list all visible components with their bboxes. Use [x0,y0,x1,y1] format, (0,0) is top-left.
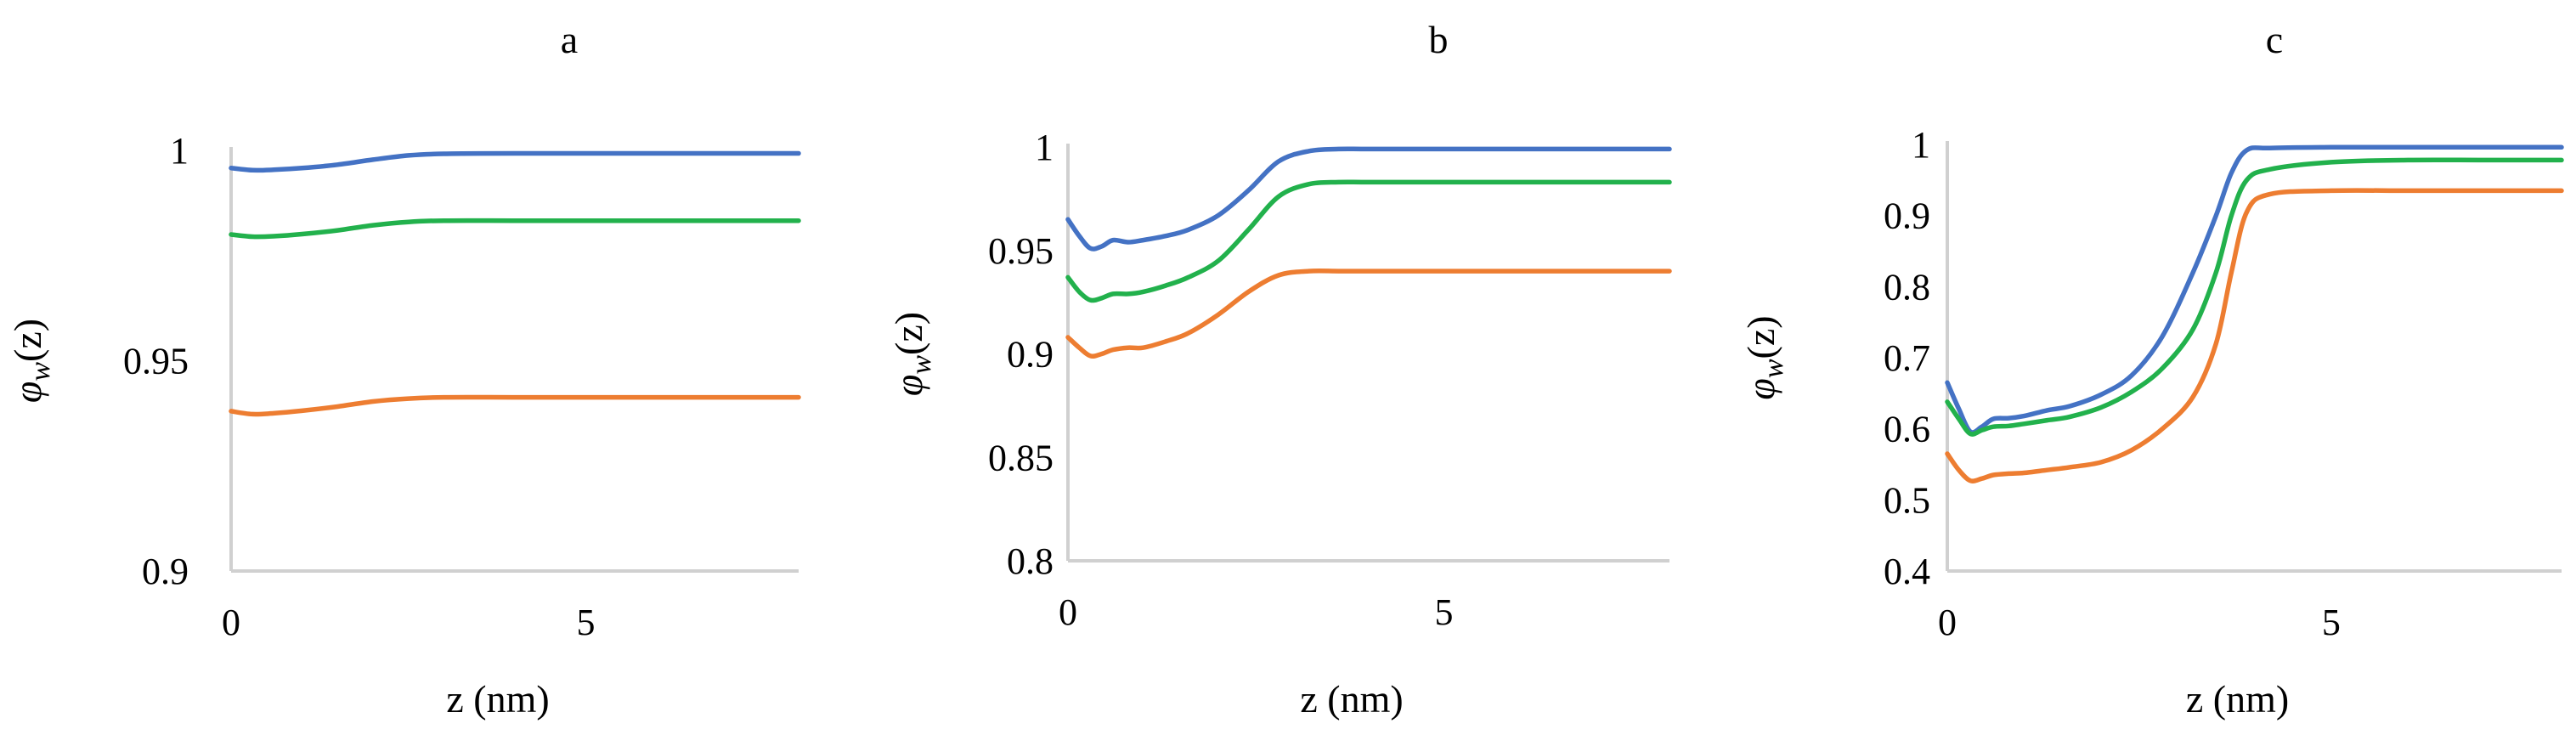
y-tick-label: 0.7 [1884,337,1930,379]
series-line-2 [1065,179,1672,303]
chart-title: b [1429,18,1449,61]
x-tick-label: 0 [222,602,240,643]
y-tick-label: 0.85 [988,437,1054,478]
x-tick-label: 5 [2322,602,2341,643]
x-axis-label: z (nm) [2186,677,2289,721]
y-axis-label: φw(z) [1739,315,1789,399]
chart-panel-c: c 1 0.9 0.8 0.7 0.6 0.5 0.40 5 z (nm) φw(z) [1739,18,2564,721]
x-tick-label: 0 [1938,602,1957,643]
y-tick-label: 0.5 [1884,479,1930,521]
y-tick-label: 0.9 [1007,334,1054,376]
y-axis-label: φw(z) [887,312,937,396]
chart-title: a [561,18,578,61]
y-tick-label: 0.6 [1884,409,1930,450]
series-line-1 [1065,146,1672,252]
y-axis-label: φw(z) [6,319,56,403]
series-line-3 [1945,188,2564,483]
y-tick-label: 1 [1912,124,1930,166]
y-tick-label: 1 [170,130,189,172]
y-tick-label: 0.8 [1007,540,1054,582]
y-tick-label: 0.9 [1884,195,1930,237]
series-line-2 [1945,157,2564,437]
y-tick-label: 0.8 [1884,266,1930,308]
series-line-1 [1945,144,2564,435]
y-tick-label: 0.95 [988,230,1054,272]
y-tick-label: 1 [1035,127,1054,168]
x-axis-label: z (nm) [446,677,549,721]
series-line-2 [229,218,801,240]
x-tick-label: 5 [1435,591,1454,633]
y-tick-label: 0.95 [123,341,189,382]
y-tick-label: 0.9 [142,551,189,592]
series-line-3 [1065,268,1672,359]
chart-panel-b: b 1 0.95 0.9 0.85 0.80 5 z (nm) φw(z) [887,18,1672,721]
chart-title: c [2266,18,2283,61]
series-line-3 [229,394,801,417]
series-line-1 [229,150,801,173]
x-axis-label: z (nm) [1300,677,1403,721]
x-tick-label: 0 [1059,591,1077,633]
y-tick-label: 0.4 [1884,551,1930,592]
x-tick-label: 5 [577,602,596,643]
chart-panel-a: a 1 0.95 0.9 0 5 z (nm) φw(z) [6,18,801,721]
